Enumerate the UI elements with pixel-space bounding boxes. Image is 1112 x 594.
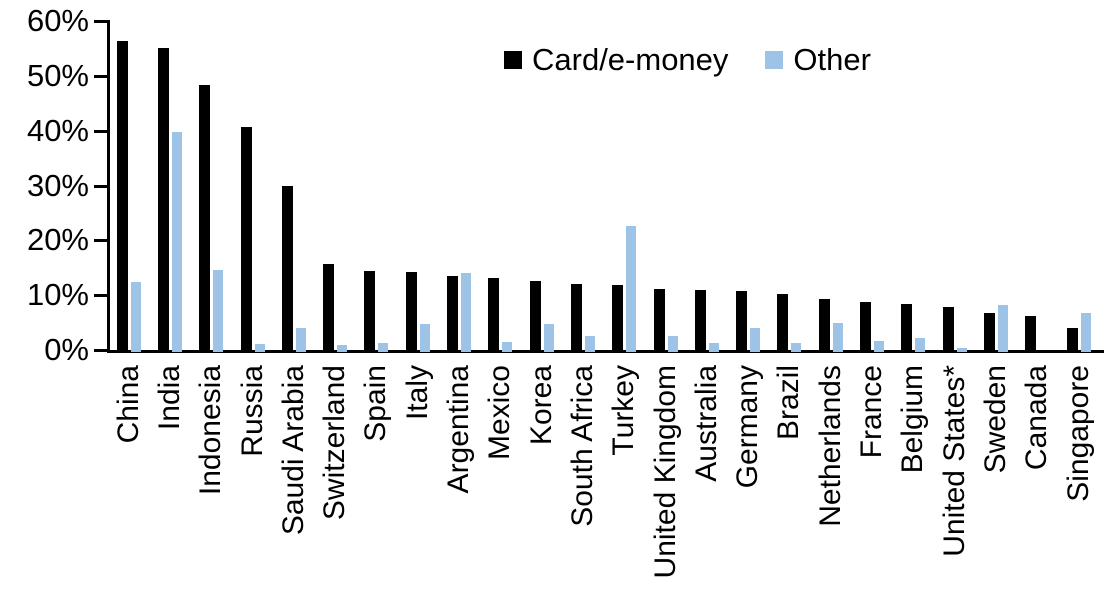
bar-other-russia <box>254 343 265 352</box>
bar-card-e-money-saudi-arabia <box>281 185 293 352</box>
x-label-belgium: Belgium <box>896 365 930 474</box>
x-label-sweden: Sweden <box>978 365 1012 474</box>
x-label-united-states: United States* <box>937 365 971 557</box>
x-label-singapore: Singapore <box>1061 365 1095 502</box>
x-label-netherlands: Netherlands <box>813 365 847 527</box>
bar-other-belgium <box>915 337 926 352</box>
x-label-france: France <box>855 365 889 459</box>
bar-other-saudi-arabia <box>295 328 306 352</box>
legend-swatch-card-e-money-icon <box>504 50 522 69</box>
bar-card-e-money-india <box>157 48 169 352</box>
x-axis-line <box>107 350 1104 353</box>
y-tick-label-50: 50% <box>26 57 89 93</box>
bar-other-indonesia <box>213 269 224 352</box>
bar-other-australia <box>708 343 719 352</box>
bar-other-germany <box>750 327 761 352</box>
bar-card-e-money-south-africa <box>570 284 582 352</box>
bar-other-india <box>171 131 182 352</box>
bar-card-e-money-united-states <box>942 306 954 352</box>
x-label-argentina: Argentina <box>442 365 476 494</box>
bar-other-singapore <box>1080 312 1091 352</box>
x-label-canada: Canada <box>1020 365 1054 471</box>
y-tick-label-0: 0% <box>44 332 89 367</box>
bar-card-e-money-netherlands <box>818 299 830 352</box>
bar-other-switzerland <box>337 344 348 352</box>
bar-card-e-money-turkey <box>612 284 624 352</box>
bar-card-e-money-russia <box>240 127 252 352</box>
bar-card-e-money-argentina <box>447 275 459 352</box>
bar-card-e-money-spain <box>364 271 376 352</box>
bar-other-brazil <box>791 342 802 352</box>
y-tick-mark <box>94 185 108 188</box>
bar-card-e-money-italy <box>405 272 417 352</box>
x-label-australia: Australia <box>689 365 723 482</box>
x-label-china: China <box>111 365 145 444</box>
bar-other-spain <box>378 343 389 352</box>
bar-card-e-money-united-kingdom <box>653 288 665 352</box>
bar-card-e-money-sweden <box>983 313 995 352</box>
x-label-south-africa: South Africa <box>565 365 599 527</box>
x-label-korea: Korea <box>524 365 558 446</box>
y-tick-label-20: 20% <box>26 222 89 258</box>
y-tick-mark <box>94 349 108 352</box>
bar-other-korea <box>543 324 554 352</box>
y-axis-line <box>107 20 110 353</box>
bar-card-e-money-switzerland <box>323 263 335 352</box>
bar-card-e-money-mexico <box>488 278 500 352</box>
x-label-india: India <box>152 365 186 431</box>
bar-card-e-money-belgium <box>901 304 913 352</box>
bar-card-e-money-china <box>116 40 128 352</box>
y-tick-label-10: 10% <box>26 277 89 313</box>
x-label-saudi-arabia: Saudi Arabia <box>276 365 310 536</box>
bar-other-france <box>874 340 885 352</box>
y-tick-label-40: 40% <box>26 112 89 148</box>
legend-label-card-e-money: Card/e-money <box>532 42 729 77</box>
bar-card-e-money-korea <box>529 281 541 352</box>
x-label-mexico: Mexico <box>483 365 517 461</box>
bar-card-e-money-brazil <box>777 294 789 352</box>
x-label-brazil: Brazil <box>772 365 806 441</box>
x-label-indonesia: Indonesia <box>194 365 228 496</box>
bar-other-italy <box>419 324 430 352</box>
x-label-turkey: Turkey <box>607 365 641 456</box>
x-label-russia: Russia <box>235 365 269 457</box>
y-tick-mark <box>94 294 108 297</box>
y-tick-label-30: 30% <box>26 167 89 203</box>
y-tick-mark <box>94 20 108 23</box>
legend: Card/e-money Other <box>504 44 871 75</box>
x-label-germany: Germany <box>731 365 765 489</box>
bar-other-china <box>130 282 141 352</box>
y-tick-label-60: 60% <box>26 3 89 38</box>
bar-other-mexico <box>502 341 513 352</box>
bar-card-e-money-australia <box>694 290 706 352</box>
bar-other-netherlands <box>832 322 843 352</box>
y-tick-mark <box>94 75 108 78</box>
bar-other-united-states <box>956 347 967 352</box>
y-tick-mark <box>94 239 108 242</box>
bar-card-e-money-indonesia <box>199 85 211 352</box>
legend-swatch-other-icon <box>765 50 784 69</box>
x-label-italy: Italy <box>400 365 434 421</box>
bar-other-turkey <box>626 225 637 352</box>
bar-card-e-money-singapore <box>1066 327 1078 352</box>
bar-card-e-money-germany <box>736 290 748 352</box>
bar-card-e-money-france <box>860 301 872 352</box>
x-label-spain: Spain <box>359 365 393 442</box>
bar-other-south-africa <box>584 336 595 352</box>
bar-other-argentina <box>461 272 472 352</box>
legend-label-other: Other <box>793 42 871 77</box>
x-label-united-kingdom: United Kingdom <box>648 365 682 579</box>
bar-other-sweden <box>997 305 1008 352</box>
y-tick-mark <box>94 130 108 133</box>
x-label-switzerland: Switzerland <box>318 365 352 521</box>
bar-card-e-money-canada <box>1025 316 1037 352</box>
bar-other-united-kingdom <box>667 336 678 352</box>
